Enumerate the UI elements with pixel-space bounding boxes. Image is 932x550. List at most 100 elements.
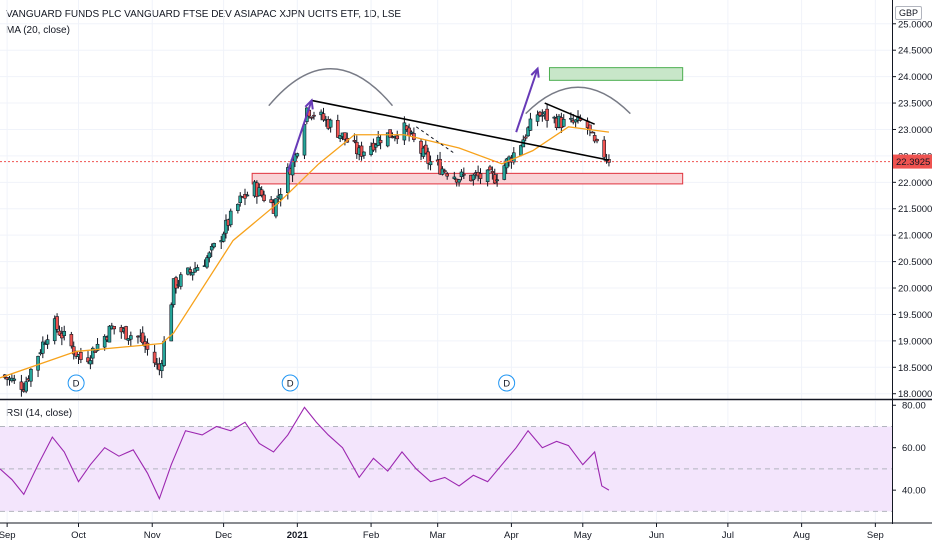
candle [45,334,50,349]
last-price-label: 22.3925 [896,157,930,168]
candle [243,188,247,206]
candle-body [528,118,533,131]
candle [274,198,278,219]
y-tick-label: 18.5000 [898,363,932,374]
candle [188,266,193,276]
y-tick-label: 20.0000 [898,284,932,295]
candle-body [228,210,233,226]
dividend-marker [498,374,516,392]
moving-average-line [0,126,610,379]
candle [107,325,112,343]
candle [378,134,383,150]
ma-legend-label[interactable]: MA (20, close) [6,25,70,36]
candle-body [55,316,59,330]
candle [124,325,128,340]
candle-body [278,193,283,200]
dividend-marker-label: D [73,379,80,390]
candle-body [388,129,392,138]
y-tick-label: 18.0000 [898,389,932,400]
arc-1 [268,67,394,107]
rsi-legend-label[interactable]: RSI (14, close) [6,408,73,419]
candle-body [328,119,333,128]
candle-body [526,127,530,137]
candle [140,326,145,346]
candle [338,135,342,143]
candle [395,130,400,144]
candle [545,104,549,128]
dividend-marker [281,374,299,392]
candle [259,186,264,198]
candle [409,130,414,135]
candle-body [409,131,414,134]
candle [445,171,449,180]
candle-body [545,108,549,121]
candle-body [243,194,247,199]
candle-body [312,114,316,117]
candle [359,141,364,161]
candle [488,164,492,171]
candle-body [428,161,433,166]
candle [174,275,178,294]
candle-body [95,343,100,351]
candle [152,344,157,367]
candle-body [36,355,40,371]
candle [12,374,17,384]
candle-body [259,189,264,196]
candle [129,331,133,346]
candle [212,242,216,249]
candle [52,315,57,345]
candle-body [462,173,466,176]
candle-body [245,194,250,197]
candle-body [171,278,176,305]
candle [438,151,442,175]
candle-body [29,368,33,382]
candle-body [195,267,200,271]
candle [221,231,226,243]
candle-body [207,252,212,259]
candle [504,157,509,174]
candle [71,341,76,360]
candle-body [41,341,45,354]
x-tick-label: Jun [649,530,664,541]
y-tick-label: 21.0000 [898,231,932,242]
candle [535,110,540,127]
candle-body [102,336,107,348]
candle-body [343,132,347,140]
y-tick-label: 21.5000 [898,204,932,215]
candle-body [178,274,183,287]
candle [93,350,97,353]
candle-body [374,144,378,148]
candle [523,134,528,142]
candle [36,355,40,378]
x-tick-label: Sep [867,530,884,541]
currency-badge[interactable]: GBP [894,6,922,20]
x-tick-label: Jul [722,530,734,541]
y-tick-label: 23.0000 [898,125,932,136]
trendline-upper [311,99,610,161]
candle [428,155,433,171]
candle-body [590,131,595,134]
candle [457,179,461,187]
x-tick-label: Nov [144,530,161,541]
candle [159,359,164,379]
y-tick-label: 19.0000 [898,336,932,347]
chart-title: VANGUARD FUNDS PLC VANGUARD FTSE DEV ASI… [6,9,402,20]
candle [402,116,407,145]
candle [540,109,545,122]
candle-body [269,199,273,203]
candle [485,169,490,187]
candle [41,336,45,359]
candle-body [485,169,490,183]
candle-body [169,304,174,342]
pole-arrow-2-head [530,66,540,78]
candle-body [19,381,24,390]
candle-body [79,351,83,360]
candle [362,151,366,159]
candle-body [573,119,578,123]
candle-body [69,334,74,347]
candle-body [362,151,366,156]
candle [374,142,378,153]
candle [29,368,33,387]
